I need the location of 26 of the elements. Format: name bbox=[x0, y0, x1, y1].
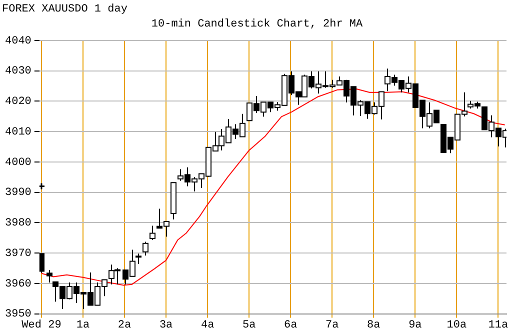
x-tick-label: 11a bbox=[488, 319, 508, 332]
y-tick-label: 4040 bbox=[5, 35, 32, 48]
y-tick-label: 3980 bbox=[5, 218, 32, 230]
chart-subtitle: 10-min Candlestick Chart, 2hr MA bbox=[151, 18, 364, 31]
y-tick-label: 4010 bbox=[5, 126, 32, 138]
chart-title: FOREX XAUUSDO 1 day bbox=[2, 4, 128, 16]
x-tick-label: 10a bbox=[446, 319, 467, 332]
y-tick-label: 3990 bbox=[5, 187, 32, 200]
x-tick-label: 9a bbox=[408, 319, 422, 332]
x-tick-label: 1a bbox=[76, 319, 90, 332]
x-tick-label: 5a bbox=[242, 319, 256, 332]
x-tick-label: 6a bbox=[284, 319, 298, 332]
y-tick-label: 4030 bbox=[5, 66, 32, 78]
x-tick-label: 4a bbox=[200, 319, 215, 332]
y-tick-label: 4020 bbox=[5, 96, 32, 108]
y-tick-label: 4000 bbox=[5, 156, 32, 169]
candlestick bbox=[46, 270, 52, 284]
x-tick-label: 3a bbox=[159, 319, 174, 332]
x-tick-label: 7a bbox=[326, 319, 340, 332]
x-tick-label: 8a bbox=[367, 319, 381, 332]
y-tick-label: 3960 bbox=[5, 278, 32, 290]
candlestick bbox=[136, 253, 142, 264]
x-tick-label: 2a bbox=[118, 319, 132, 332]
y-tick-label: 3970 bbox=[5, 248, 32, 260]
x-tick-label: Wed 29 bbox=[22, 319, 62, 332]
y-tick-label: 3950 bbox=[5, 308, 32, 321]
